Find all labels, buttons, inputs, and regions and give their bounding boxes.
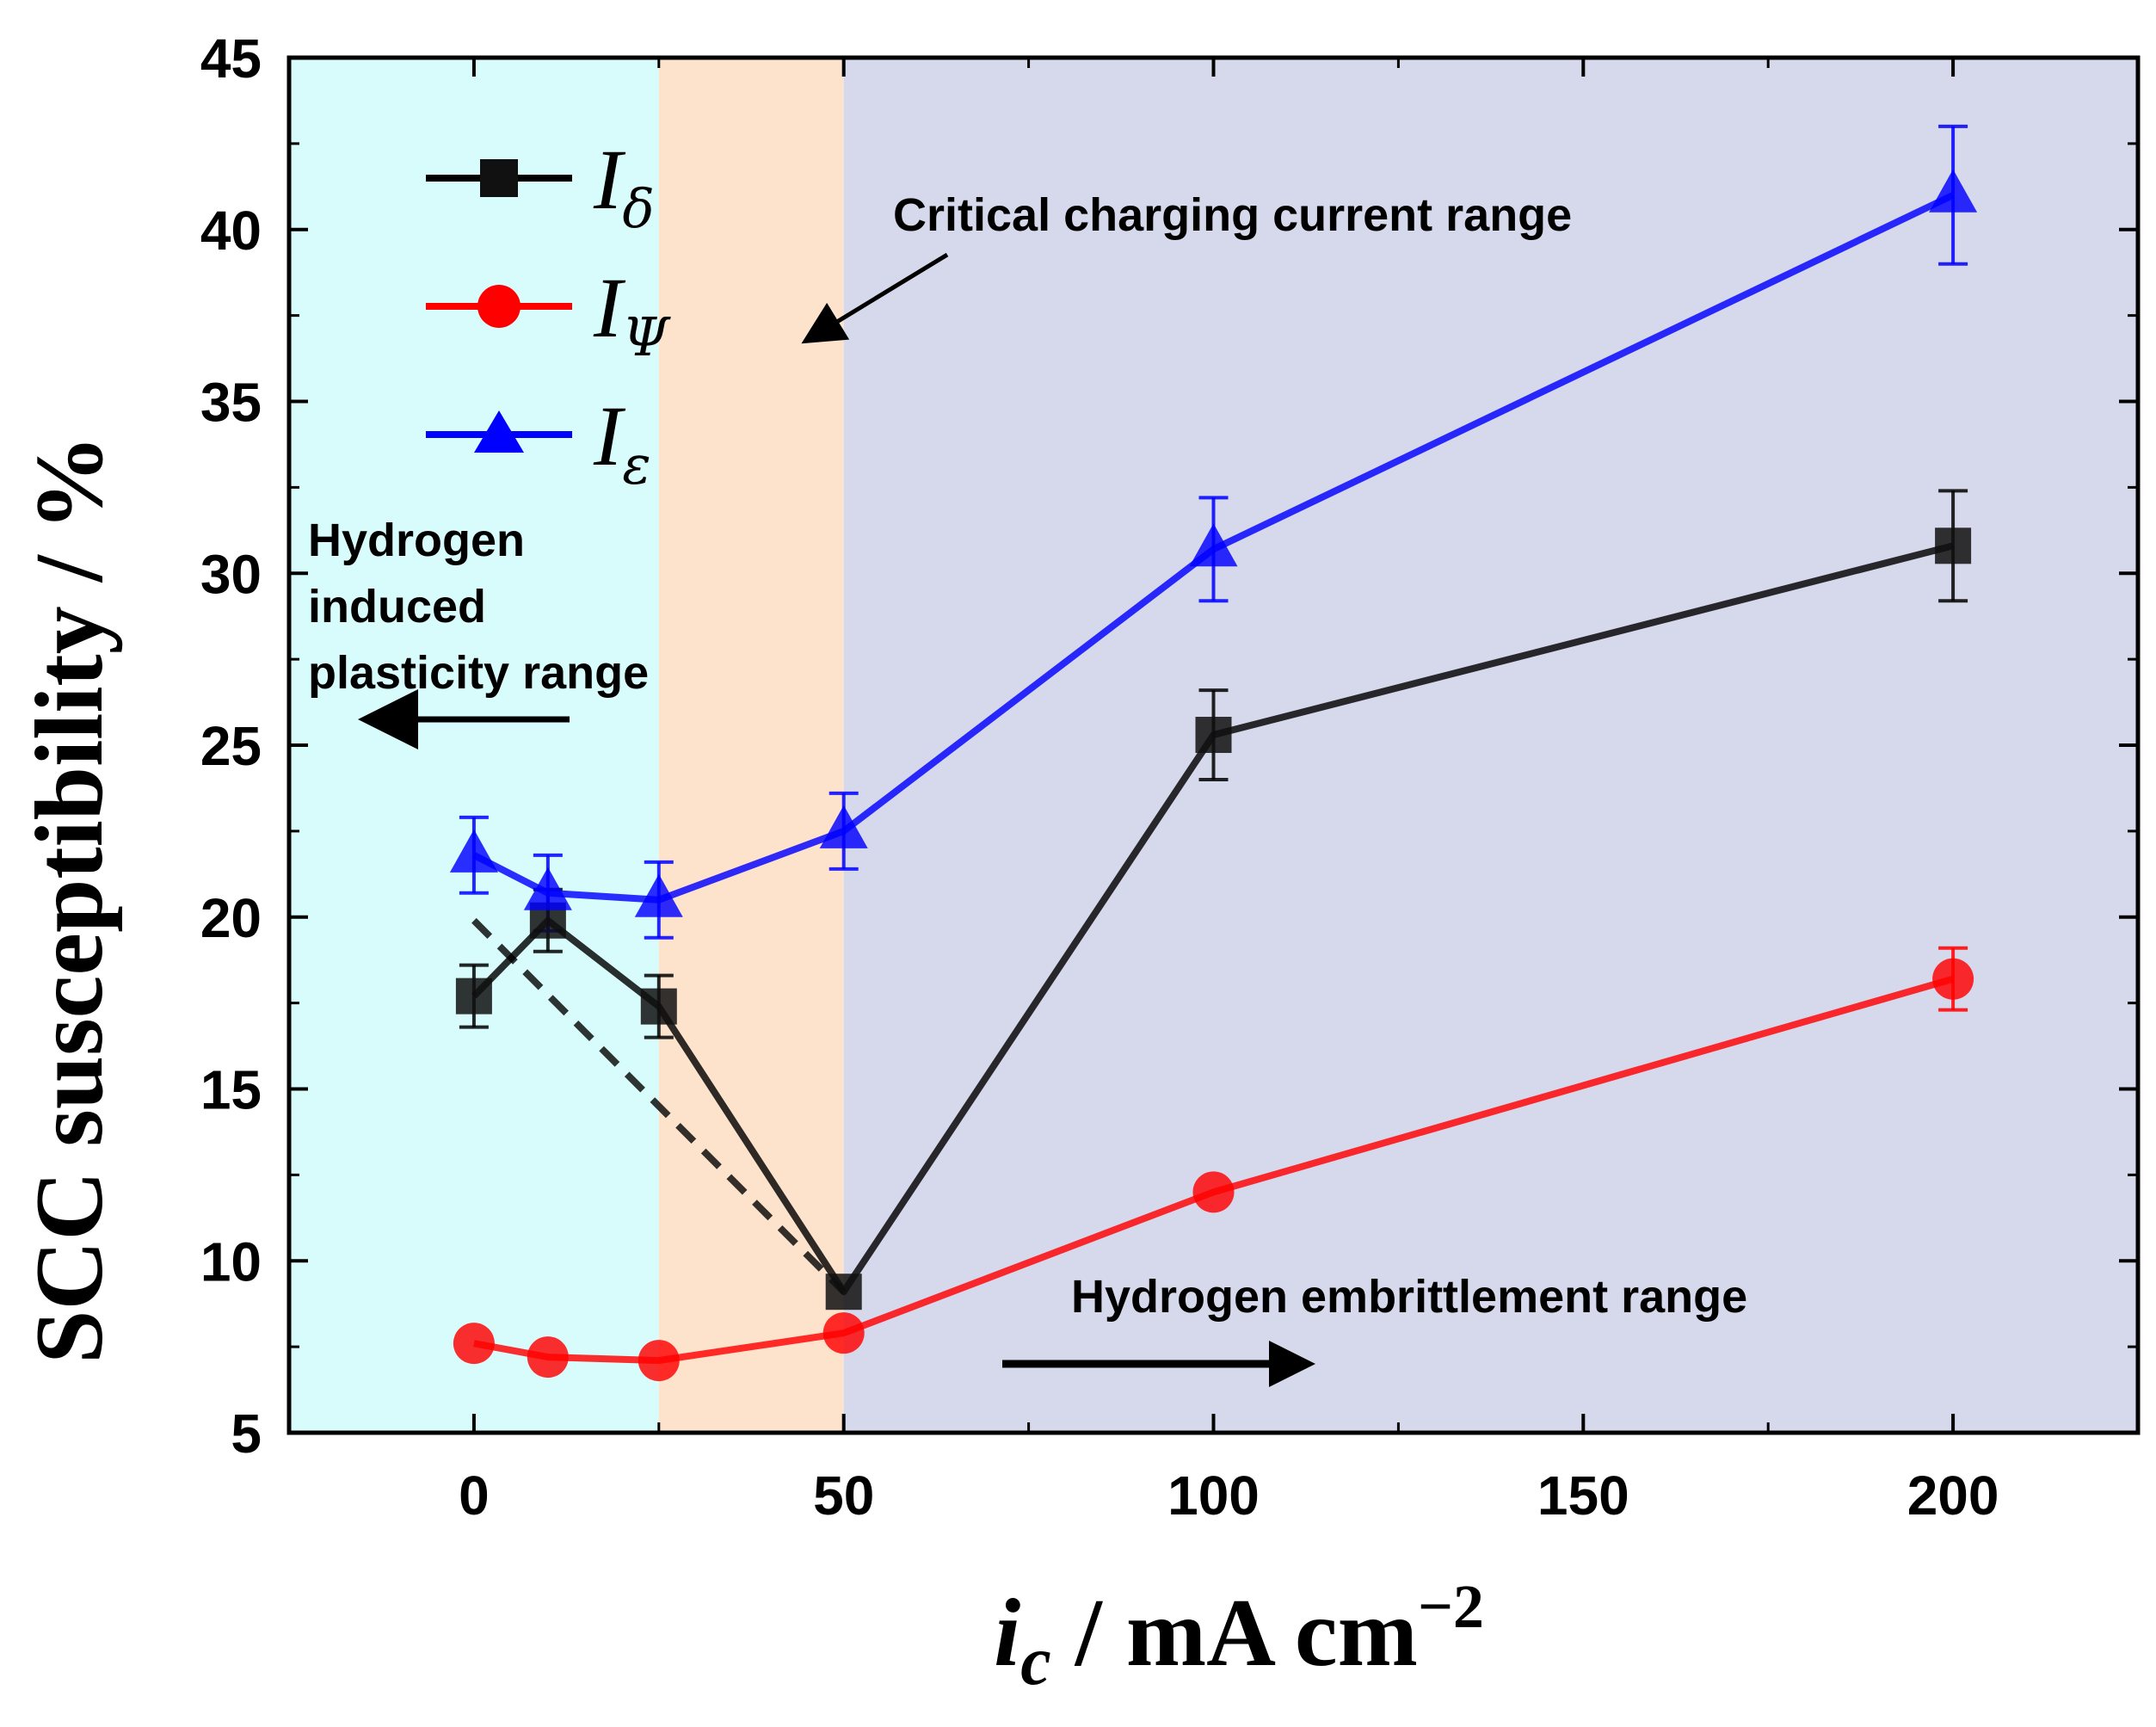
y-tick-label: 20 [200, 887, 262, 949]
legend-label-i-psi-sub: Ψ [622, 305, 671, 368]
critical-range-label: Critical charging current range [893, 189, 1572, 241]
x-axis-label-sup: −2 [1418, 1572, 1484, 1641]
legend-label-i-psi: IΨ [593, 260, 671, 368]
legend-marker-triangle-icon [474, 410, 524, 453]
data-point-I_epsilon [819, 805, 868, 848]
legend-marker-circle-icon [477, 285, 521, 328]
data-point-I_epsilon [1189, 523, 1238, 567]
x-tick-label: 100 [1167, 1465, 1260, 1527]
plasticity-label-line-2: induced [308, 581, 486, 632]
legend-marker-square-icon [480, 159, 518, 197]
x-tick-label: 50 [813, 1465, 874, 1527]
legend: Iδ IΨ Iε [426, 132, 671, 497]
y-tick-label: 35 [200, 372, 262, 434]
data-point-I_delta [640, 988, 677, 1025]
y-tick-label: 25 [200, 715, 262, 777]
critical-range-arrow [801, 252, 949, 344]
x-tick-label: 150 [1537, 1465, 1629, 1527]
y-axis-label: SCC susceptibility / % [16, 435, 123, 1364]
data-point-I_psi [822, 1312, 865, 1354]
y-tick-label: 15 [200, 1059, 262, 1121]
data-point-I_psi [1932, 958, 1974, 1000]
data-point-I_psi [1192, 1171, 1235, 1213]
y-tick-label: 45 [200, 28, 262, 89]
data-point-I_delta [1935, 527, 1972, 564]
x-tick-label: 0 [459, 1465, 490, 1527]
region-hydrogen-induced-plasticity [289, 58, 659, 1433]
data-point-I_epsilon [449, 829, 498, 873]
x-axis-label-rest: / mA cm [1051, 1580, 1418, 1687]
x-axis-label: ic / mA cm−2 [994, 1572, 1484, 1699]
x-axis-label-sub: c [1020, 1624, 1051, 1699]
data-point-I_psi [453, 1323, 495, 1365]
legend-label-i-epsilon-sub: ε [622, 434, 650, 497]
plot-frame [286, 55, 2141, 1435]
data-point-I_epsilon [523, 867, 572, 910]
trend-line-dashed [471, 917, 847, 1295]
legend-label-i-epsilon: Iε [593, 388, 651, 497]
data-point-I_delta [455, 978, 492, 1015]
embrittlement-label: Hydrogen embrittlement range [1071, 1271, 1747, 1323]
data-point-I_delta [825, 1274, 862, 1311]
legend-label-i-epsilon-main: I [593, 388, 626, 484]
y-tick-label: 30 [200, 543, 262, 605]
plasticity-label-line-3: plasticity range [308, 647, 649, 699]
legend-label-i-delta: Iδ [593, 132, 655, 240]
legend-label-i-delta-sub: δ [622, 177, 654, 240]
y-tick-label: 5 [231, 1403, 262, 1465]
data-point-I_psi [638, 1340, 680, 1382]
region-critical-charging-current [658, 58, 844, 1433]
y-tick-label: 40 [200, 200, 262, 262]
x-axis-label-main: i [994, 1580, 1020, 1687]
region-hydrogen-embrittlement [843, 58, 2139, 1433]
plasticity-label-line-1: Hydrogen [308, 515, 525, 566]
legend-label-i-delta-main: I [593, 132, 626, 227]
data-point-I_epsilon [1929, 169, 1978, 213]
series-line-I_epsilon [472, 192, 1955, 904]
y-tick-label: 10 [200, 1230, 262, 1292]
data-point-I_epsilon [634, 873, 683, 917]
legend-label-i-psi-main: I [593, 260, 626, 355]
data-point-I_delta [1195, 717, 1232, 754]
data-point-I_psi [527, 1336, 569, 1379]
x-tick-label: 200 [1907, 1465, 1999, 1527]
